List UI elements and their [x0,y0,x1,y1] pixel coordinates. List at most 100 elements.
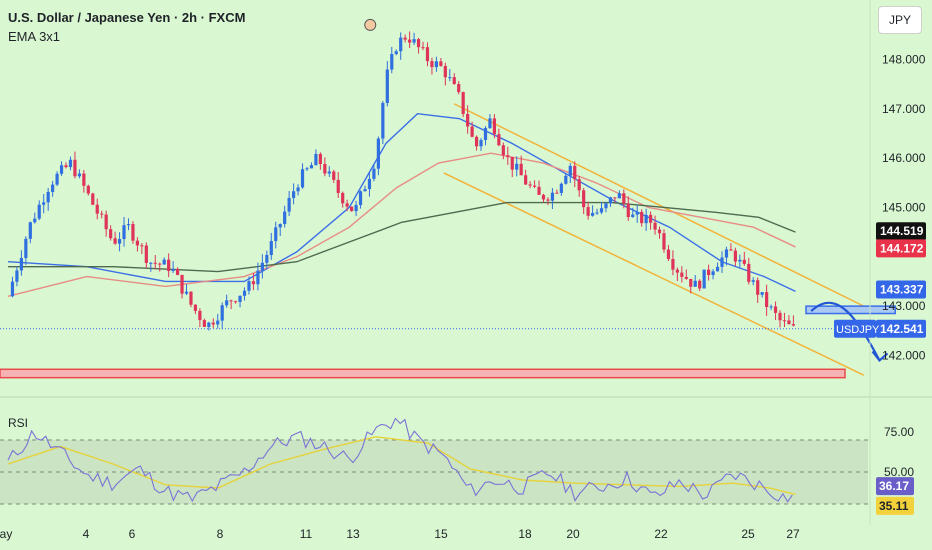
candle-body [207,322,211,327]
candle-body [350,206,354,212]
candle-body [318,153,322,164]
candle-body [42,202,46,205]
chart-title: U.S. Dollar / Japanese Yen · 2h · FXCM [8,10,246,25]
candle-body [483,128,488,141]
candle-body [28,222,32,239]
ema-slow-line [8,201,796,273]
x-tick-label: 8 [217,527,224,541]
candle-body [586,207,590,216]
rsi-ma-line [7,436,796,496]
candle-body [220,305,224,321]
candle-body [555,192,559,194]
price-label: 142.541 [880,322,924,336]
candle-body [461,92,465,114]
x-tick-label: 6 [129,527,136,541]
price-pane[interactable] [0,18,896,379]
candle-body [577,179,581,191]
candle-body [296,187,300,192]
candle-body [470,126,474,137]
candle-body [782,320,787,322]
candle-body [180,274,184,294]
candle-body [269,241,273,256]
candle-body [599,208,604,213]
candle-body [309,165,314,169]
candle-body [202,320,206,327]
candle-body [707,269,711,276]
candle-body [506,155,510,158]
price-label: 144.519 [880,224,924,238]
candle-body [171,268,175,271]
symbol-tag: USDJPY [836,324,880,336]
candle-body [559,183,563,193]
candle-body [702,269,706,289]
candle-body [787,320,791,325]
candle-body [216,320,220,325]
candle-body [466,113,470,127]
candle-body [724,249,729,258]
candle-body [367,178,372,190]
candle-body [175,268,180,275]
candle-body [24,238,28,259]
candle-body [765,292,769,308]
candle-body [135,240,140,246]
x-tick-label: 11 [300,527,313,541]
candle-body [283,211,287,225]
candle-body [604,203,608,209]
candle-body [86,185,90,194]
candle-body [720,257,724,267]
candle-body [452,77,456,85]
candle-body [622,193,626,204]
x-tick-label: ay [0,527,12,541]
candle-body [104,214,108,230]
candle-body [59,165,64,174]
candle-body [729,249,733,251]
candle-body [193,304,198,311]
rsi-label-box [876,496,914,515]
candle-body [305,168,309,170]
candle-body [33,218,37,223]
x-tick-label: 27 [786,527,800,541]
candle-body [479,140,483,147]
candle-body [211,322,215,325]
candle-body [756,280,760,295]
candle-body [501,145,505,156]
symbol-tag-box [834,319,876,338]
candle-body [412,39,416,43]
candle-body [189,291,193,305]
candle-body [153,262,157,264]
candle-body [184,291,189,294]
candle-body [474,136,479,147]
rsi-pane[interactable] [0,417,868,505]
x-tick-label: 18 [518,527,532,541]
candle-body [519,163,523,176]
candle-body [689,278,693,287]
candle-body [372,168,376,179]
candle-body [747,263,751,282]
candle-body [528,184,532,186]
price-label-box [876,222,926,241]
projection-arrowhead [871,350,889,362]
candle-body [769,306,773,308]
candle-body [541,194,546,200]
candle-body [158,263,162,265]
rsi-label-box [876,477,914,496]
rsi-value-label: 35.11 [879,499,909,513]
candle-body [595,212,599,214]
currency-button[interactable]: JPY [878,6,922,34]
candle-body [425,47,430,62]
candle-body [751,280,755,282]
price-tick-label: 143.000 [882,299,926,313]
candle-body [51,184,55,192]
x-tick-label: 4 [83,527,90,541]
rsi-label: RSI [8,416,29,430]
candle-body [448,77,452,79]
candle-body [292,191,296,198]
x-tick-label: 15 [434,527,448,541]
candle-body [381,102,385,139]
candle-body [515,163,519,170]
price-label-box [876,319,926,338]
candle-body [715,266,720,272]
candle-body [742,259,746,264]
candle-body [265,255,269,263]
